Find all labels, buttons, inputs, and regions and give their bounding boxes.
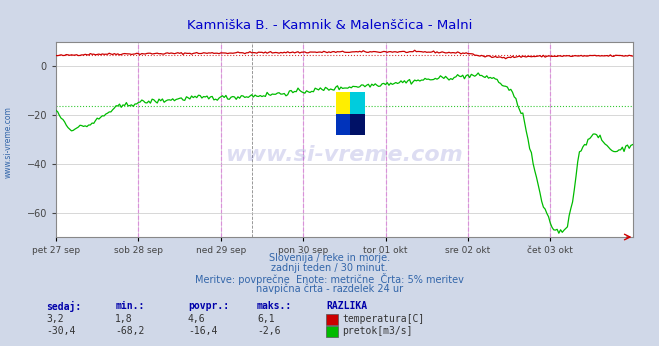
Text: -2,6: -2,6: [257, 326, 281, 336]
Text: maks.:: maks.:: [257, 301, 292, 311]
Text: navpična črta - razdelek 24 ur: navpična črta - razdelek 24 ur: [256, 284, 403, 294]
Text: 6,1: 6,1: [257, 314, 275, 324]
Text: min.:: min.:: [115, 301, 145, 311]
Text: Slovenija / reke in morje.: Slovenija / reke in morje.: [269, 253, 390, 263]
Text: -16,4: -16,4: [188, 326, 217, 336]
Text: 3,2: 3,2: [46, 314, 64, 324]
Text: sedaj:: sedaj:: [46, 301, 81, 312]
Text: www.si-vreme.com: www.si-vreme.com: [225, 145, 463, 165]
Text: Kamniška B. - Kamnik & Malenščica - Malni: Kamniška B. - Kamnik & Malenščica - Maln…: [186, 19, 473, 32]
Text: -68,2: -68,2: [115, 326, 145, 336]
Bar: [335, 92, 350, 114]
Text: povpr.:: povpr.:: [188, 301, 229, 311]
Text: RAZLIKA: RAZLIKA: [326, 301, 367, 311]
Text: pretok[m3/s]: pretok[m3/s]: [342, 326, 413, 336]
Bar: [350, 92, 364, 114]
Text: 1,8: 1,8: [115, 314, 133, 324]
Text: zadnji teden / 30 minut.: zadnji teden / 30 minut.: [271, 263, 388, 273]
Bar: [350, 114, 364, 135]
Bar: [335, 114, 350, 135]
Text: temperatura[C]: temperatura[C]: [342, 314, 424, 324]
Text: 4,6: 4,6: [188, 314, 206, 324]
Text: -30,4: -30,4: [46, 326, 76, 336]
Text: Meritve: povprečne  Enote: metrične  Črta: 5% meritev: Meritve: povprečne Enote: metrične Črta:…: [195, 273, 464, 284]
Text: www.si-vreme.com: www.si-vreme.com: [4, 106, 13, 178]
